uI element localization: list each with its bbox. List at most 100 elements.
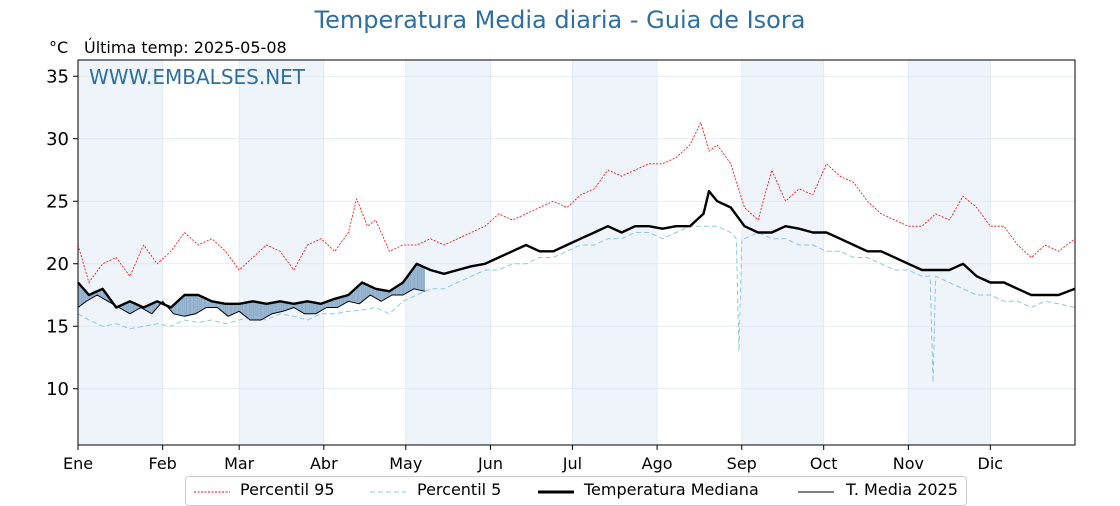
fill-below-median [388, 291, 390, 298]
fill-below-median [211, 301, 214, 308]
fill-below-median [194, 295, 196, 315]
fill-below-median [403, 280, 405, 295]
fill-below-median [254, 301, 256, 320]
fill-below-median [228, 303, 230, 317]
fill-below-median [154, 301, 156, 311]
fill-below-median [82, 287, 84, 305]
unit-label: °C [49, 38, 69, 57]
legend: Percentil 95 Percentil 5 Temperatura Med… [185, 476, 967, 506]
fill-below-median [289, 303, 292, 309]
x-tick-label: May [389, 454, 422, 473]
fill-below-median [185, 295, 188, 316]
fill-below-median [221, 303, 223, 312]
fill-below-median [303, 301, 305, 314]
grid-lines [77, 60, 1075, 445]
fill-below-median [311, 302, 313, 314]
fill-below-median [398, 284, 401, 295]
fill-below-median [181, 296, 184, 316]
fill-below-median [230, 303, 233, 315]
x-tick-label: Ene [63, 454, 93, 473]
fill-below-median [79, 284, 81, 307]
fill-below-median [397, 285, 399, 295]
fill-below-median [263, 303, 266, 319]
fill-below-median [252, 301, 255, 320]
deviation-fills [78, 263, 425, 320]
x-tick-label: Jul [562, 454, 582, 473]
fill-below-median [229, 303, 231, 316]
y-tick-label: 10 [46, 379, 69, 400]
fill-below-median [189, 295, 192, 315]
fill-below-median [192, 295, 195, 315]
legend-swatch-current [798, 491, 834, 493]
fill-below-median [248, 301, 251, 320]
fill-below-median [202, 296, 204, 310]
month-band [741, 60, 824, 445]
fill-below-median [176, 301, 178, 315]
y-tick-label: 30 [46, 129, 69, 150]
fill-below-median [370, 286, 372, 296]
fill-below-median [269, 303, 271, 316]
fill-below-median [367, 285, 369, 298]
fill-below-median [322, 302, 324, 310]
fill-below-median [247, 302, 249, 319]
fill-below-median [99, 289, 102, 298]
fill-below-median [179, 298, 181, 316]
series-lines [77, 122, 1076, 383]
fill-below-median [385, 290, 387, 299]
fill-below-median [80, 285, 83, 306]
fill-below-median [273, 302, 275, 314]
fill-below-median [360, 282, 363, 303]
last-temp-label: Última temp: 2025-05-08 [84, 38, 287, 57]
legend-swatch-median [538, 490, 574, 494]
fill-below-median [206, 298, 208, 308]
fill-below-median [262, 303, 264, 320]
fill-below-median [261, 302, 263, 320]
fill-below-median [400, 283, 402, 295]
fill-below-median [409, 271, 412, 292]
fill-below-median [310, 301, 312, 314]
fill-below-median [353, 288, 356, 303]
month-band [405, 60, 491, 445]
x-axis-ticks: Ene Feb Mar Abr May Jun Jul Ago Sep Oct Nov Dic [63, 445, 1003, 473]
fill-below-median [329, 300, 331, 308]
y-tick-label: 35 [46, 66, 69, 87]
fill-below-median [337, 297, 339, 308]
fill-below-median [235, 303, 237, 314]
fill-below-median [304, 301, 307, 314]
fill-below-median [341, 296, 343, 306]
fill-below-median [321, 303, 323, 311]
fill-below-median [174, 302, 177, 315]
fill-below-median [375, 288, 378, 299]
fill-below-median [416, 263, 419, 290]
legend-swatch-p95 [194, 491, 230, 493]
fill-below-median [334, 298, 337, 308]
fill-below-median [183, 295, 185, 317]
fill-below-median [281, 301, 283, 312]
fill-below-median [220, 302, 222, 311]
fill-below-median [412, 267, 414, 290]
fill-below-median [151, 303, 154, 314]
fill-below-median [315, 302, 318, 314]
fill-below-median [300, 302, 302, 313]
fill-below-median [404, 278, 406, 295]
fill-below-median [191, 295, 193, 315]
fill-below-median [379, 289, 382, 302]
fill-below-median [240, 303, 242, 314]
fill-below-median [407, 275, 409, 293]
fill-below-median [225, 303, 227, 316]
x-tick-label: Oct [810, 454, 838, 473]
y-tick-label: 15 [46, 316, 69, 337]
fill-below-median [241, 303, 244, 315]
fill-below-median [344, 295, 346, 304]
fill-below-median [355, 287, 357, 304]
fill-below-median [218, 302, 221, 310]
fill-below-median [207, 299, 210, 308]
fill-below-median [413, 265, 416, 290]
fill-below-median [198, 295, 200, 313]
fill-below-median [382, 290, 384, 301]
fill-below-median [285, 302, 287, 311]
x-tick-label: Feb [149, 454, 177, 473]
fill-below-median [317, 303, 319, 313]
fill-below-median [256, 302, 259, 320]
